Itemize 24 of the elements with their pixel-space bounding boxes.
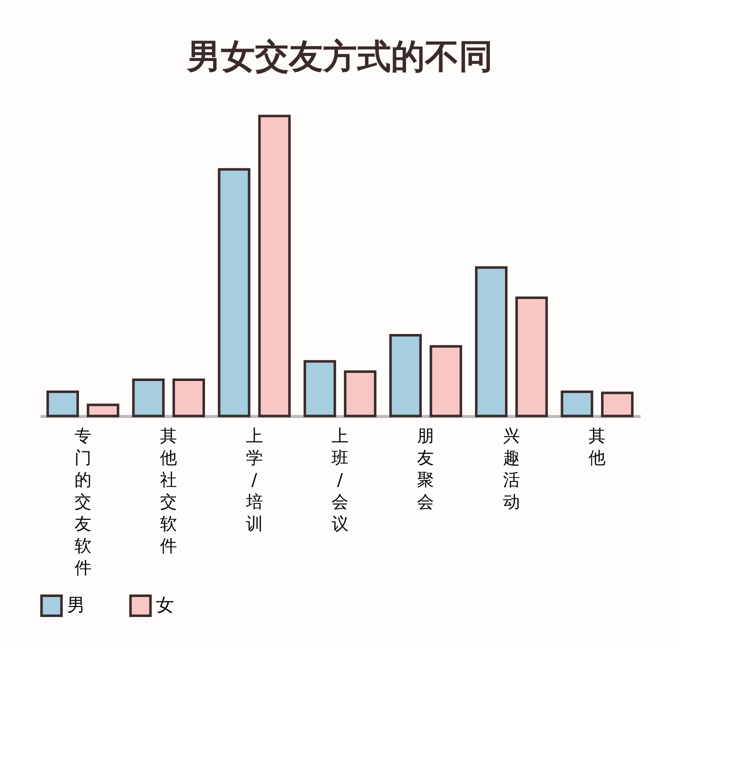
- bar: [475, 266, 508, 418]
- bar: [601, 392, 634, 418]
- bar: [218, 168, 250, 418]
- bar: [46, 390, 79, 418]
- bar: [344, 370, 376, 418]
- legend-label: 女: [156, 594, 174, 616]
- chart-title: 男女交友方式的不同: [186, 36, 493, 77]
- x-tick-label: 专门的交友软件: [74, 426, 92, 578]
- bar: [430, 345, 462, 418]
- legend-label: 男: [67, 594, 85, 616]
- x-tick-label: 上班/会议: [332, 426, 348, 534]
- x-tick-label: 其他: [588, 426, 606, 468]
- x-tick-label: 其他社交软件: [160, 426, 178, 556]
- x-tick-label: 朋友聚会: [417, 426, 434, 512]
- bar: [172, 378, 205, 418]
- bar: [86, 404, 120, 418]
- bar: [132, 378, 165, 418]
- x-tick-label: 兴趣活动: [502, 426, 520, 512]
- bar: [515, 296, 548, 418]
- x-tick-label: 上学/培训: [244, 426, 263, 534]
- bar: [389, 334, 422, 418]
- bar: [560, 390, 594, 418]
- bar: [304, 360, 336, 418]
- bar: [258, 114, 291, 418]
